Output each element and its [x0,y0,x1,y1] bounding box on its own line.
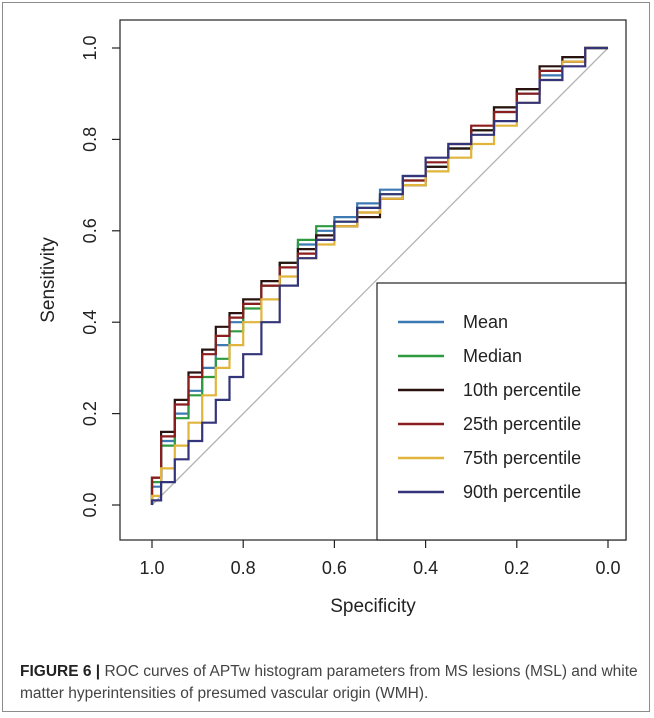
x-tick-label: 1.0 [139,558,164,578]
y-tick-label: 0.4 [80,310,100,335]
x-tick-label: 0.2 [504,558,529,578]
y-tick-label: 0.0 [80,492,100,517]
y-tick-label: 0.2 [80,401,100,426]
x-tick-label: 0.6 [322,558,347,578]
y-tick-label: 1.0 [80,35,100,60]
caption-label: FIGURE 6 | [20,663,101,680]
y-tick-label: 0.6 [80,218,100,243]
x-tick-label: 0.8 [231,558,256,578]
chance-diagonal-line [151,47,609,506]
legend-box [376,282,627,541]
figure-caption: FIGURE 6 | ROC curves of APTw histogram … [20,661,640,705]
caption-text: ROC curves of APTw histogram parameters … [20,663,638,702]
y-tick-label: 0.8 [80,127,100,152]
x-tick-label: 0.4 [413,558,438,578]
legend-label: 25th percentile [463,414,581,434]
legend-label: 90th percentile [463,482,581,502]
plot-area-border [119,19,627,541]
y-axis-title: Sensitivity [38,237,59,323]
series-line-90th-percentile [150,46,608,505]
legend-label: Mean [463,312,508,332]
figure-frame [2,2,650,712]
roc-chart: 1.0 0.8 0.6 0.4 0.2 0.0 0.0 0.2 0.4 0.6 0.8 1.0 Spec… [38,19,627,617]
legend-label: Median [463,346,522,366]
legend-label: 75th percentile [463,448,581,468]
x-axis-title: Specificity [330,596,416,617]
legend-label: 10th percentile [463,380,581,400]
x-tick-label: 0.0 [595,558,620,578]
